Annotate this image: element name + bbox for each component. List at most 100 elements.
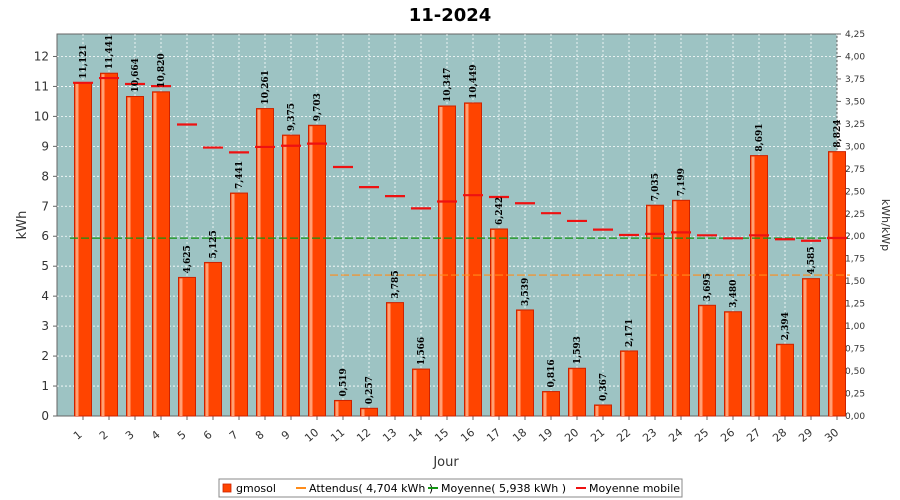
data-label: 10,664 — [131, 58, 141, 92]
x-tick-label: 18 — [510, 426, 529, 445]
data-label: 6,242 — [495, 197, 505, 225]
bar — [230, 192, 248, 417]
y-tick-label: 2 — [41, 349, 49, 363]
data-label: 3,695 — [703, 273, 713, 301]
x-tick-label: 15 — [432, 426, 451, 445]
data-label: 1,566 — [417, 337, 427, 365]
bar — [412, 368, 430, 417]
y-right-tick-label: 4,00 — [845, 52, 865, 62]
data-label: 9,375 — [287, 103, 297, 131]
bar — [542, 391, 560, 417]
data-label: 4,625 — [183, 245, 193, 273]
bar-highlight — [439, 106, 443, 417]
bar — [594, 404, 612, 417]
legend-item-label: Attendus( 4,704 kWh ) — [309, 482, 433, 495]
data-label: 0,519 — [339, 368, 349, 396]
bar — [152, 91, 170, 417]
bar-highlight — [543, 392, 547, 416]
x-tick-label: 24 — [666, 426, 685, 445]
y-tick-label: 4 — [41, 289, 49, 303]
legend-item-label: Moyenne( 5,938 kWh ) — [441, 482, 566, 495]
bar — [438, 105, 456, 417]
y-tick-label: 8 — [41, 169, 49, 183]
x-axis-label: Jour — [432, 455, 459, 470]
bar — [178, 276, 196, 417]
data-label: 10,449 — [469, 64, 479, 98]
data-label: 2,171 — [625, 319, 635, 347]
bar-highlight — [231, 194, 235, 416]
data-label: 0,257 — [365, 376, 375, 404]
y-right-tick-label: 3,00 — [845, 142, 865, 152]
y-right-tick-label: 1,75 — [845, 255, 865, 265]
bar-highlight — [309, 126, 313, 416]
data-label: 8,824 — [833, 119, 843, 147]
bar-highlight — [283, 136, 287, 416]
x-tick-label: 23 — [640, 426, 659, 445]
x-tick-label: 17 — [484, 426, 503, 445]
y-tick-label: 12 — [34, 49, 49, 63]
y-tick-label: 7 — [41, 199, 49, 213]
data-label: 10,347 — [443, 68, 453, 102]
data-label: 7,441 — [235, 161, 245, 189]
bar — [308, 124, 326, 417]
bar-highlight — [517, 310, 521, 416]
bar — [256, 108, 274, 417]
x-tick-label: 20 — [562, 426, 581, 445]
legend-item-label: Moyenne mobile — [589, 482, 680, 495]
bar — [568, 367, 586, 417]
y-axis-label: kWh — [15, 211, 30, 240]
data-label: 7,035 — [651, 173, 661, 201]
data-label: 3,785 — [391, 270, 401, 298]
y-axis-right-label: kWh/kWp — [879, 199, 892, 251]
bar — [386, 302, 404, 417]
x-tick-label: 30 — [822, 426, 841, 445]
bar-highlight — [777, 345, 781, 416]
bar — [672, 199, 690, 417]
x-tick-label: 16 — [458, 426, 477, 445]
bar-highlight — [491, 229, 495, 416]
x-tick-label: 7 — [227, 428, 241, 442]
bar — [516, 309, 534, 417]
y-right-tick-label: 3,75 — [845, 75, 865, 85]
x-tick-label: 10 — [302, 426, 321, 445]
x-tick-label: 11 — [328, 426, 347, 445]
y-tick-label: 10 — [34, 109, 49, 123]
y-right-tick-label: 2,25 — [845, 210, 865, 220]
bar — [776, 343, 794, 417]
x-tick-label: 21 — [588, 426, 607, 445]
legend-box — [218, 478, 683, 498]
y-tick-label: 11 — [34, 79, 49, 93]
x-tick-label: 27 — [744, 426, 763, 445]
bar-highlight — [595, 406, 599, 416]
data-label: 7,199 — [677, 168, 687, 196]
x-tick-label: 14 — [406, 426, 425, 445]
bar-highlight — [205, 263, 209, 416]
y-right-tick-label: 0,50 — [845, 367, 865, 377]
data-label: 1,593 — [573, 336, 583, 364]
y-right-tick-label: 0,00 — [845, 412, 865, 422]
bar — [698, 304, 716, 417]
y-tick-label: 1 — [41, 379, 49, 393]
bar-highlight — [387, 303, 391, 416]
y-right-tick-label: 0,75 — [845, 345, 865, 355]
data-label: 3,539 — [521, 278, 531, 306]
data-label: 11,121 — [79, 44, 89, 78]
y-right-tick-label: 2,00 — [845, 232, 865, 242]
bar-highlight — [751, 156, 755, 416]
bar — [464, 102, 482, 417]
bar-highlight — [725, 312, 729, 416]
bar-highlight — [101, 74, 105, 417]
x-tick-label: 25 — [692, 426, 711, 445]
y-tick-label: 3 — [41, 319, 49, 333]
y-tick-label: 9 — [41, 139, 49, 153]
y-tick-label: 0 — [41, 409, 49, 423]
x-tick-label: 5 — [175, 428, 189, 442]
y-right-tick-label: 2,50 — [845, 187, 865, 197]
legend: gmosol Attendus( 4,704 kWh ) Moyenne( 5,93… — [218, 478, 683, 498]
x-tick-label: 28 — [770, 426, 789, 445]
data-label: 3,480 — [729, 280, 739, 308]
bar — [126, 95, 144, 417]
data-label: 10,261 — [261, 70, 271, 104]
x-tick-label: 4 — [149, 428, 163, 442]
